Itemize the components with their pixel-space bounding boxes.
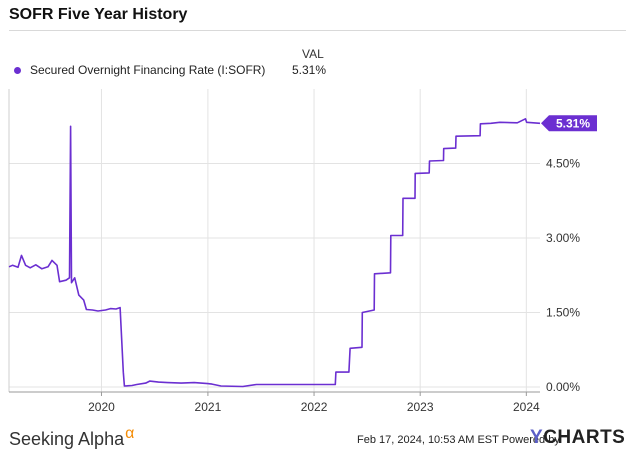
x-tick-label: 2021	[195, 400, 222, 414]
series-line-sofr	[8, 118, 541, 388]
alpha-mark: α	[125, 425, 135, 442]
series-dot-icon	[14, 66, 21, 74]
x-tick-label: 2020	[88, 400, 115, 414]
ycharts-wordmark: CHARTS	[543, 427, 626, 448]
axes	[8, 89, 540, 396]
y-tick-label: 4.50%	[546, 157, 580, 171]
legend-series-name: Secured Overnight Financing Rate (I:SOFR…	[30, 63, 266, 77]
gridlines	[9, 89, 540, 392]
ycharts-logo: YCHARTS	[530, 427, 625, 449]
legend-column-header: VAL	[302, 47, 324, 61]
x-tick-label: 2023	[407, 400, 434, 414]
y-tick-label: 1.50%	[546, 306, 580, 320]
title-divider	[9, 30, 626, 31]
legend-series-value: 5.31%	[292, 63, 327, 77]
footer-timestamp: Feb 17, 2024, 10:53 AM EST Powered by	[357, 434, 560, 446]
brand-name: Seeking Alpha	[9, 429, 125, 449]
legend-entry[interactable]: Secured Overnight Financing Rate (I:SOFR…	[14, 63, 265, 77]
ycharts-y-mark: Y	[530, 427, 544, 448]
tick-labels: 0.00% 1.50% 3.00% 4.50% 2020 2021 2022 2023 2024	[88, 157, 580, 414]
x-tick-label: 2022	[301, 400, 328, 414]
y-tick-label: 0.00%	[546, 380, 580, 394]
x-tick-label: 2024	[513, 400, 540, 414]
current-value-flag-shape	[541, 115, 597, 132]
seeking-alpha-logo: Seeking Alphaα	[9, 425, 134, 450]
current-value-label: 5.31%	[556, 116, 590, 130]
chart-title: SOFR Five Year History	[9, 6, 188, 23]
current-value-flag: 5.31%	[541, 115, 597, 132]
y-tick-label: 3.00%	[546, 231, 580, 245]
